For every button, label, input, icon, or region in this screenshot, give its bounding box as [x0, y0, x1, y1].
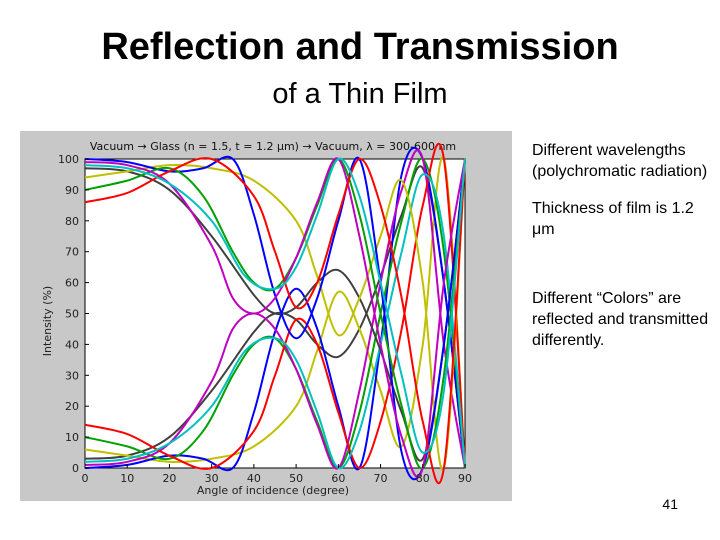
x-tick-label: 10 [120, 472, 134, 485]
tick-layer: 0 10 20 30 40 50 60 70 80 90 0 10 20 30 40 50 60 70 80 90 10… [58, 153, 472, 485]
series-line-5 [84, 142, 466, 470]
y-tick-label: 90 [65, 184, 79, 197]
y-tick-label: 40 [65, 338, 79, 351]
line-chart: Vacuum → Glass (n = 1.5, t = 1.2 μm) → V… [41, 140, 472, 497]
x-tick-label: 20 [162, 472, 176, 485]
note-colors: Different “Colors” are reflected and tra… [532, 290, 709, 349]
series-layer [84, 142, 466, 485]
slide-title: Reflection and Transmission [101, 26, 619, 68]
chart-figure: Vacuum → Glass (n = 1.5, t = 1.2 μm) → V… [20, 131, 512, 501]
y-tick-label: 60 [65, 277, 79, 290]
notes-panel: Different wavelengths (polychromatic rad… [532, 140, 712, 367]
y-tick-label: 100 [58, 153, 79, 166]
chart-title: Vacuum → Glass (n = 1.5, t = 1.2 μm) → V… [90, 140, 456, 153]
x-axis-label: Angle of incidence (degree) [197, 484, 349, 497]
y-tick-label: 70 [65, 246, 79, 259]
page-number: 41 [662, 496, 678, 512]
series-line-12 [84, 157, 466, 485]
x-tick-label: 50 [289, 472, 303, 485]
x-tick-label: 0 [82, 472, 89, 485]
series-line-6 [84, 173, 466, 470]
x-tick-label: 80 [416, 472, 430, 485]
x-tick-label: 90 [458, 472, 472, 485]
y-tick-label: 20 [65, 400, 79, 413]
y-tick-label: 30 [65, 369, 79, 382]
note-wavelengths: Different wavelengths (polychromatic rad… [532, 142, 708, 180]
series-line-8 [84, 158, 466, 471]
y-tick-label: 10 [65, 431, 79, 444]
slide-subtitle: of a Thin Film [272, 78, 448, 110]
series-line-1 [84, 156, 466, 469]
series-line-4 [84, 149, 466, 470]
x-tick-label: 60 [331, 472, 345, 485]
x-tick-label: 70 [374, 472, 388, 485]
y-tick-label: 80 [65, 215, 79, 228]
x-tick-label: 30 [205, 472, 219, 485]
series-line-11 [84, 157, 466, 478]
y-tick-label: 0 [72, 462, 79, 475]
note-thickness: Thickness of film is 1.2 μm [532, 200, 694, 238]
x-tick-label: 40 [247, 472, 261, 485]
y-tick-label: 50 [65, 308, 79, 321]
series-line-13 [84, 157, 466, 454]
y-axis-label: Intensity (%) [41, 286, 54, 356]
